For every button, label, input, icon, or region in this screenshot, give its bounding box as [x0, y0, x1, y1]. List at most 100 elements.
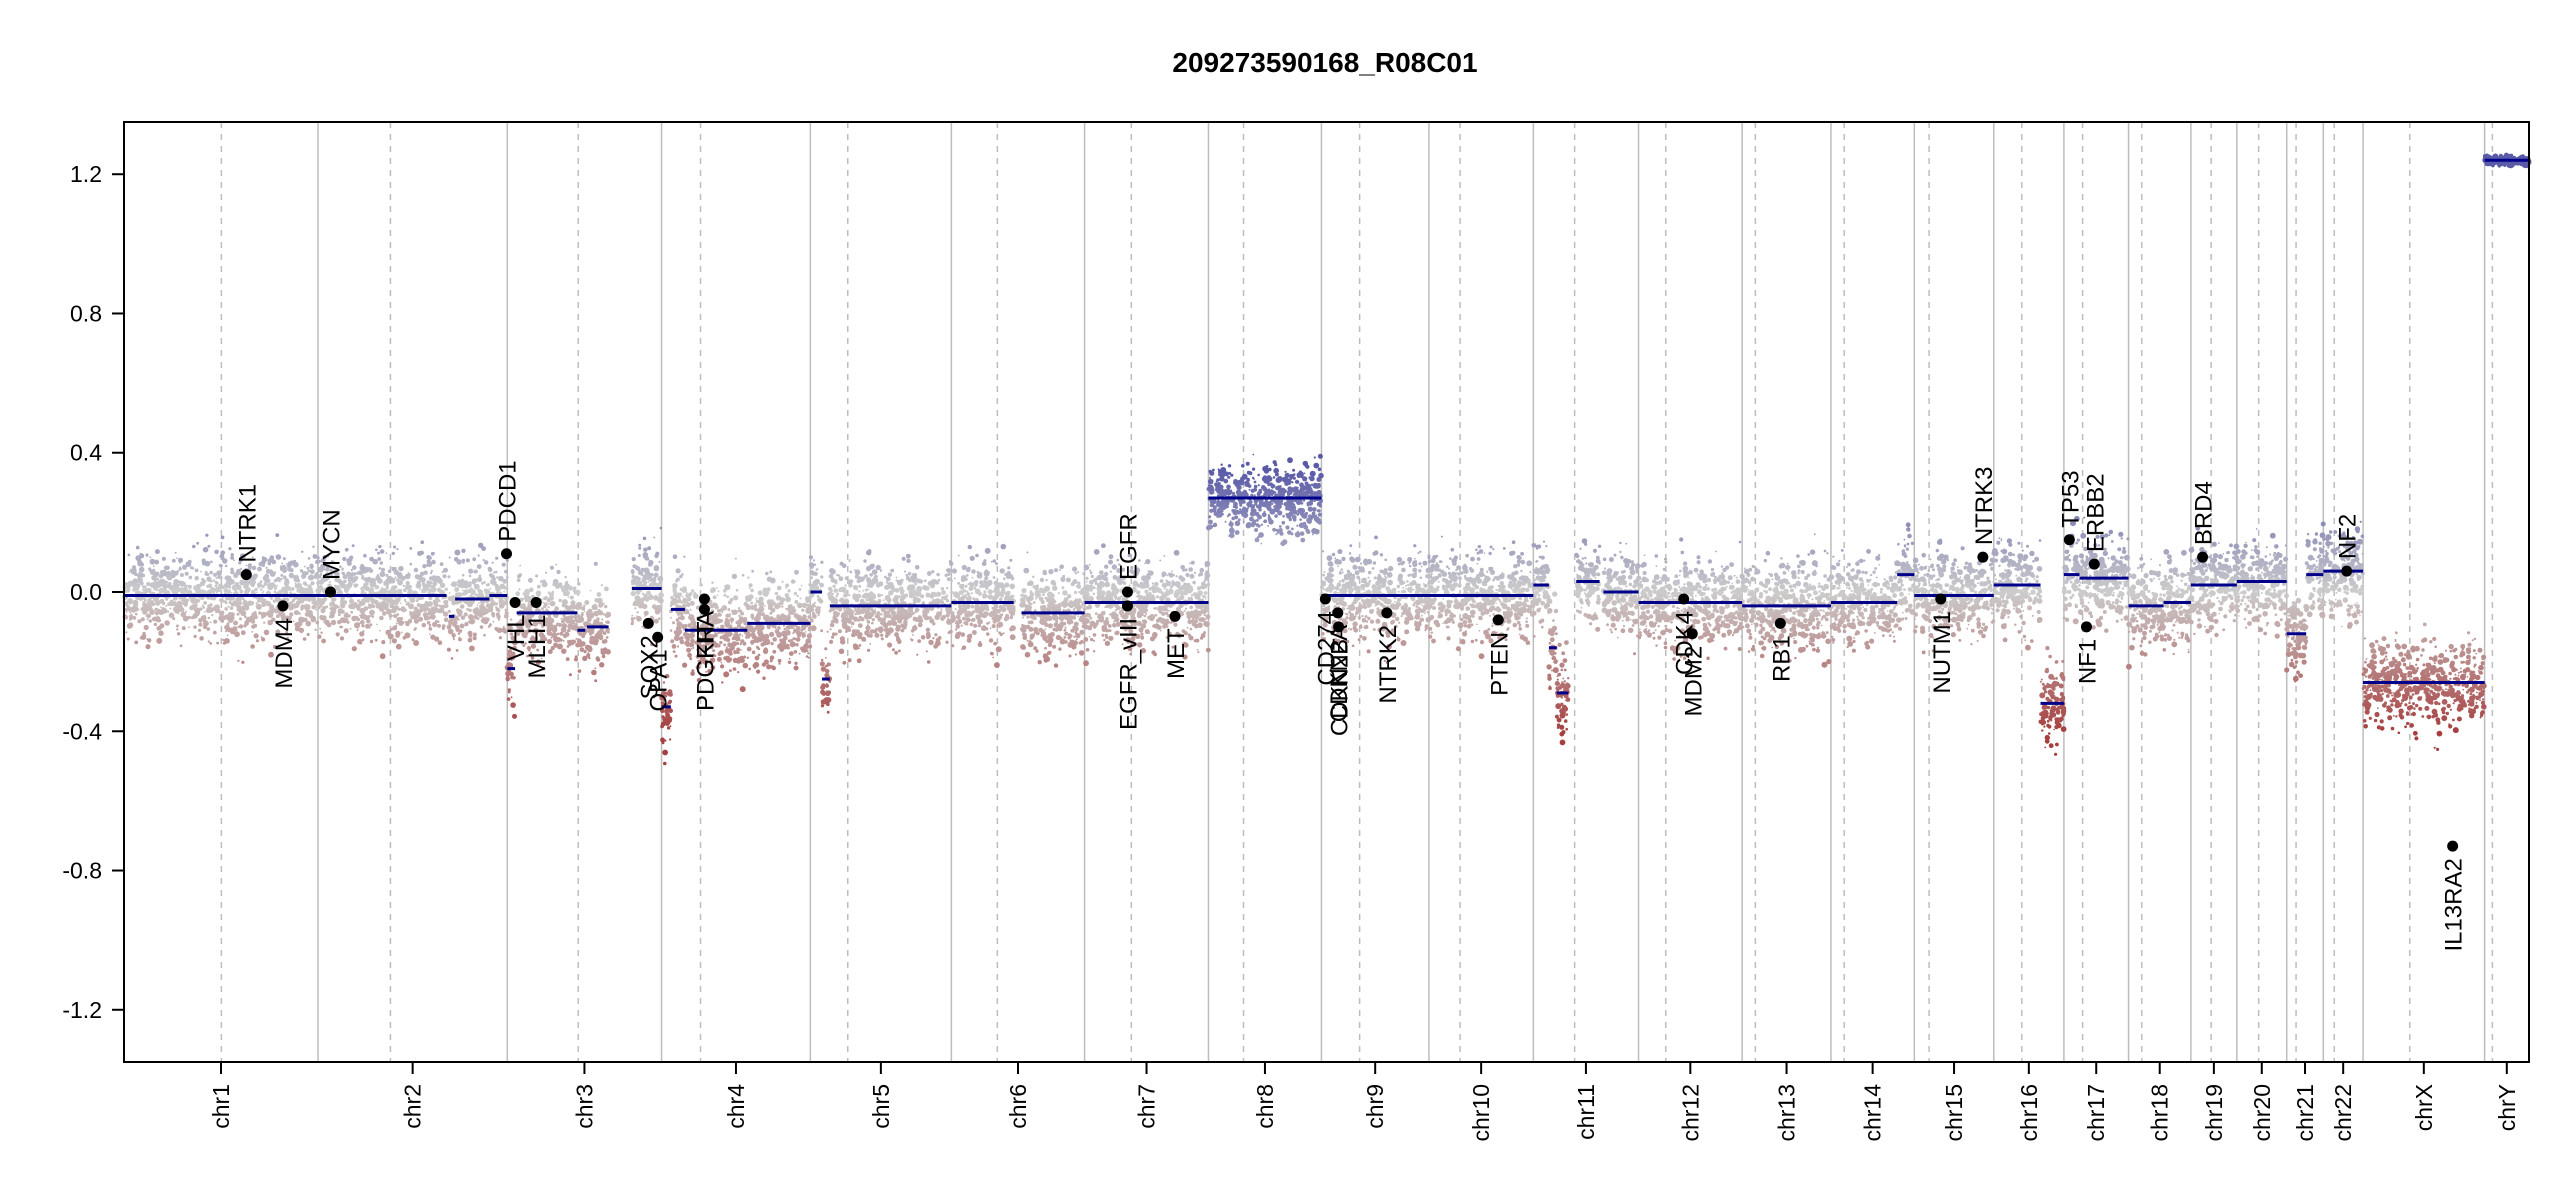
probe-point [728, 651, 733, 656]
probe-point [789, 641, 796, 648]
probe-point [217, 610, 220, 614]
probe-point [239, 617, 242, 621]
probe-point [658, 596, 662, 601]
probe-point [801, 624, 806, 630]
probe-point [436, 587, 442, 593]
probe-point [366, 619, 371, 624]
probe-point [280, 586, 287, 593]
probe-point [967, 544, 972, 550]
probe-point [1198, 610, 1200, 613]
probe-point [785, 630, 791, 636]
probe-point [756, 669, 761, 674]
probe-point [978, 572, 982, 576]
probe-point [762, 676, 766, 680]
probe-point [605, 636, 609, 639]
probe-point [1046, 618, 1049, 621]
probe-point [138, 566, 145, 573]
probe-point [923, 615, 929, 621]
probe-point [267, 584, 274, 591]
probe-point [360, 620, 365, 625]
probe-point [847, 608, 852, 613]
probe-point [1062, 603, 1068, 608]
probe-point [206, 574, 209, 577]
probe-point [147, 638, 152, 643]
probe-point [147, 598, 152, 603]
probe-point [647, 580, 650, 583]
probe-point [1041, 631, 1045, 634]
probe-point [454, 587, 460, 592]
probe-point [171, 558, 176, 563]
probe-point [867, 588, 870, 591]
probe-point [807, 626, 811, 630]
probe-point [971, 610, 975, 614]
probe-point [289, 612, 294, 617]
probe-point [1069, 620, 1074, 624]
probe-point [227, 612, 233, 618]
probe-point [569, 595, 574, 600]
probe-point [202, 624, 208, 630]
probe-point [593, 640, 599, 646]
probe-point [935, 637, 941, 643]
probe-point [664, 739, 667, 742]
probe-point [798, 588, 802, 591]
probe-point [830, 568, 836, 575]
probe-point [411, 614, 417, 620]
probe-point [630, 617, 635, 621]
probe-point [426, 559, 431, 564]
probe-point [219, 576, 223, 580]
probe-point [473, 610, 478, 615]
probe-point [811, 586, 815, 591]
probe-point [887, 620, 893, 626]
probe-point [818, 598, 824, 604]
probe-point [196, 541, 200, 545]
probe-point [561, 587, 567, 593]
probe-point [1041, 593, 1045, 597]
probe-point [985, 576, 988, 579]
probe-point [887, 642, 893, 648]
probe-point [498, 576, 504, 582]
probe-point [1046, 598, 1050, 603]
probe-point [720, 625, 723, 628]
probe-point [1009, 583, 1016, 590]
probe-point [1034, 590, 1041, 596]
probe-point [676, 612, 681, 616]
probe-point [216, 581, 219, 585]
probe-point [986, 632, 990, 636]
probe-point [203, 590, 207, 593]
probe-point [182, 564, 187, 570]
probe-point [760, 642, 765, 647]
probe-point [230, 602, 235, 607]
probe-point [493, 571, 496, 574]
probe-point [196, 578, 198, 581]
probe-point [599, 635, 604, 639]
probe-point [135, 555, 142, 561]
probe-point [265, 568, 271, 574]
probe-point [916, 578, 922, 584]
probe-point [772, 649, 777, 654]
probe-point [1005, 591, 1011, 597]
probe-point [194, 611, 200, 617]
probe-point [955, 624, 960, 629]
probe-point [675, 568, 681, 574]
probe-point [850, 626, 853, 628]
probe-point [452, 637, 455, 639]
probe-point [230, 570, 235, 575]
probe-point [630, 569, 635, 574]
probe-point [778, 662, 781, 665]
probe-point [975, 553, 979, 558]
probe-point [988, 611, 994, 618]
probe-point [936, 572, 940, 577]
probe-point [1060, 576, 1066, 583]
probe-point [356, 571, 360, 575]
probe-point [878, 628, 883, 634]
probe-point [575, 637, 578, 640]
probe-point [161, 607, 166, 611]
probe-point [733, 650, 738, 655]
probe-point [903, 617, 907, 620]
probe-point [1085, 576, 1089, 580]
probe-point [1000, 584, 1006, 590]
probe-point [459, 604, 465, 609]
probe-point [473, 580, 475, 583]
probe-point [675, 579, 679, 583]
probe-point [994, 607, 998, 611]
